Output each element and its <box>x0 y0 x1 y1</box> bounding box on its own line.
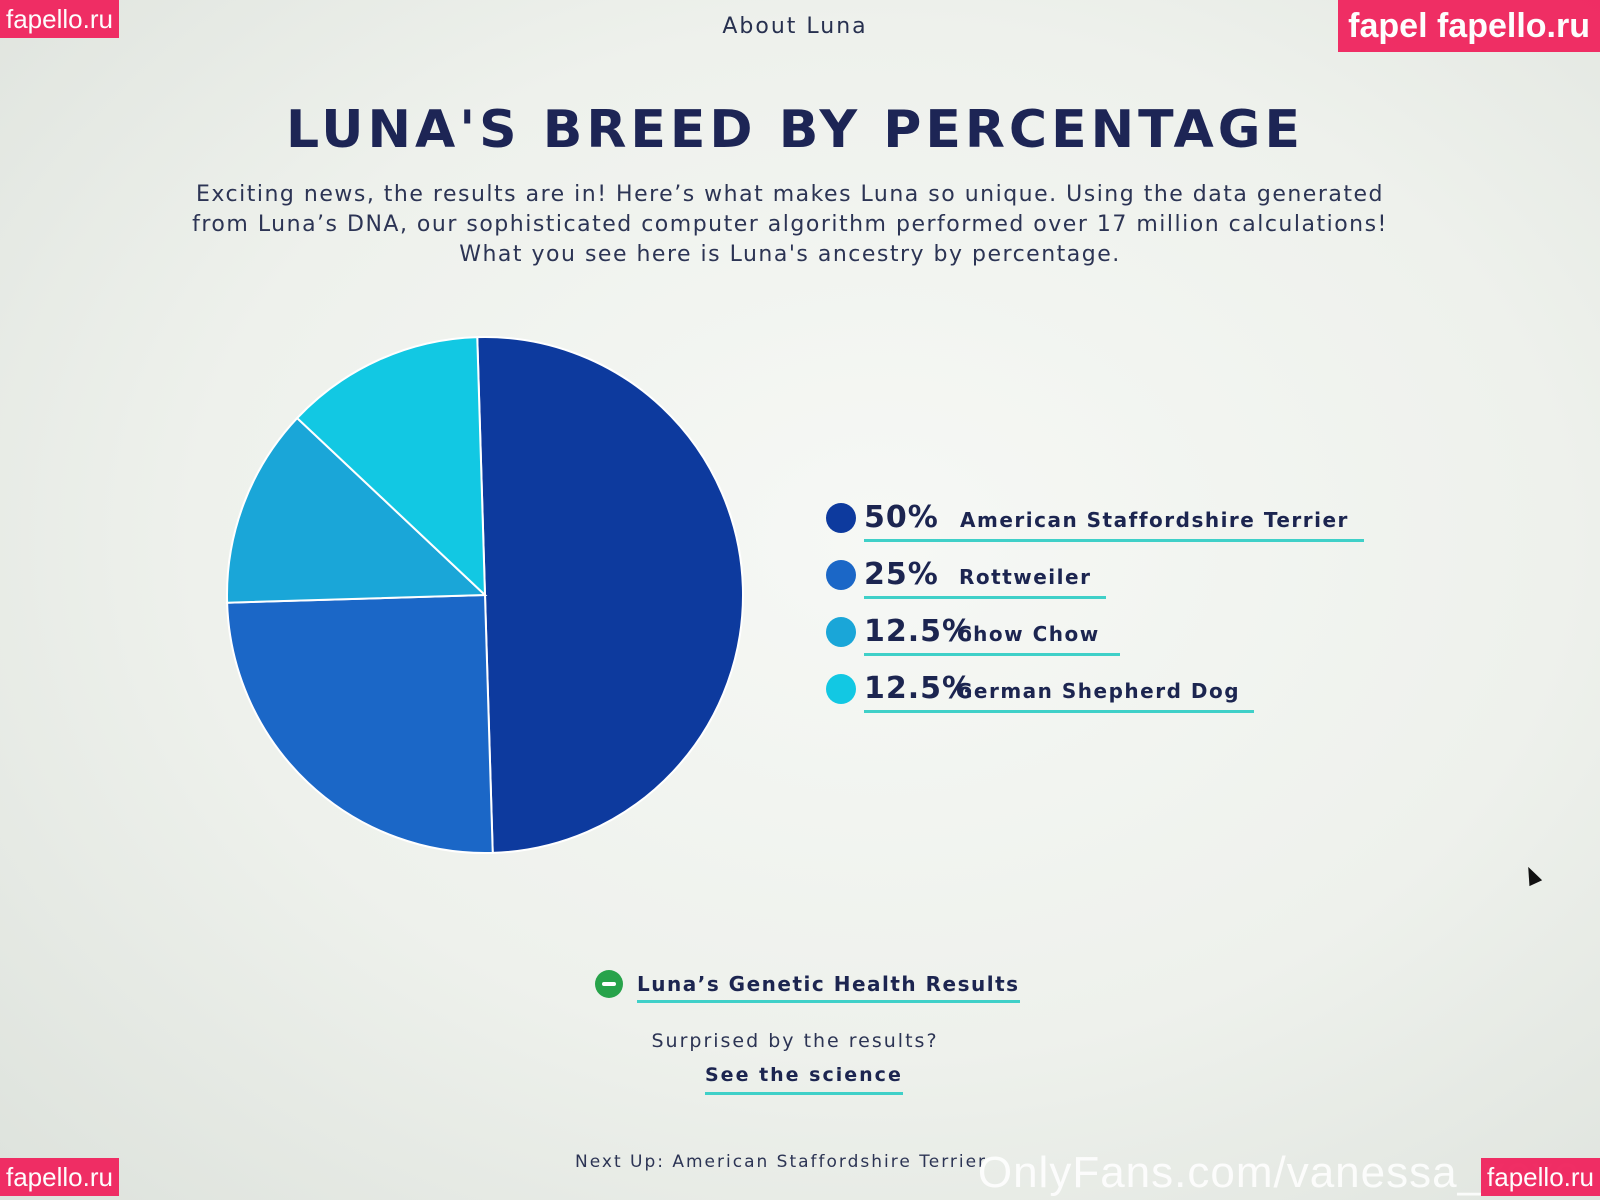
breed-pie-chart <box>226 336 744 854</box>
genetic-health-label[interactable]: Luna’s Genetic Health Results <box>637 972 1020 1003</box>
legend-item[interactable]: 12.5% German Shepherd Dog <box>826 671 1426 728</box>
intro-line-3: What you see here is Luna's ancestry by … <box>459 242 1121 267</box>
legend-swatch <box>826 617 856 647</box>
footer-watermark: OnlyFans.com/vanessa_xoxo <box>977 1148 1580 1197</box>
watermark-bottom-right: fapello.ru <box>1481 1158 1600 1196</box>
legend-breed-name[interactable]: Chow Chow <box>957 622 1100 646</box>
see-science-link[interactable]: See the science <box>705 1064 903 1095</box>
pie-slice-american-staffordshire-terrier <box>476 336 744 854</box>
legend-swatch <box>826 674 856 704</box>
watermark-top-right: fapel fapello.ru <box>1338 0 1600 52</box>
legend-underline <box>864 596 1106 599</box>
nav-title[interactable]: About Luna <box>722 14 868 39</box>
watermark-top-left: fapello.ru <box>0 0 119 38</box>
legend-item[interactable]: 50% American Staffordshire Terrier <box>826 500 1426 557</box>
watermark-bottom-left: fapello.ru <box>0 1158 119 1196</box>
mouse-cursor-icon <box>1521 863 1543 887</box>
page-title: LUNA'S BREED BY PERCENTAGE <box>285 100 1305 160</box>
legend-percentage: 12.5% <box>864 671 974 706</box>
intro-line-2: from Luna’s DNA, our sophisticated compu… <box>192 212 1388 237</box>
breed-legend: 50% American Staffordshire Terrier 25% Rott… <box>826 500 1426 728</box>
legend-underline <box>864 539 1364 542</box>
legend-breed-name[interactable]: American Staffordshire Terrier <box>960 508 1349 532</box>
legend-swatch <box>826 560 856 590</box>
health-icon <box>595 970 623 998</box>
legend-item[interactable]: 12.5% Chow Chow <box>826 614 1426 671</box>
intro-line-1: Exciting news, the results are in! Here’… <box>196 182 1384 207</box>
intro-text: Exciting news, the results are in! Here’… <box>140 180 1440 270</box>
next-up-link[interactable]: Next Up: American Staffordshire Terrier <box>575 1152 988 1172</box>
legend-underline <box>864 653 1120 656</box>
surprised-text: Surprised by the results? <box>651 1030 939 1052</box>
legend-swatch <box>826 503 856 533</box>
pie-slice-german-shepherd-dog <box>295 336 487 598</box>
legend-breed-name[interactable]: Rottweiler <box>959 565 1092 589</box>
pie-slice-rottweiler <box>226 593 494 854</box>
legend-percentage: 50% <box>864 500 939 535</box>
legend-percentage: 12.5% <box>864 614 974 649</box>
legend-percentage: 25% <box>864 557 939 592</box>
legend-underline <box>864 710 1254 713</box>
pie-slice-chow-chow <box>226 416 488 604</box>
legend-item[interactable]: 25% Rottweiler <box>826 557 1426 614</box>
legend-breed-name[interactable]: German Shepherd Dog <box>956 679 1241 703</box>
